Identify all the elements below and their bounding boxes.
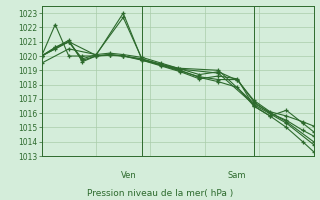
Text: Pression niveau de la mer( hPa ): Pression niveau de la mer( hPa ): [87, 189, 233, 198]
Text: Ven: Ven: [121, 171, 137, 180]
Text: Sam: Sam: [228, 171, 246, 180]
